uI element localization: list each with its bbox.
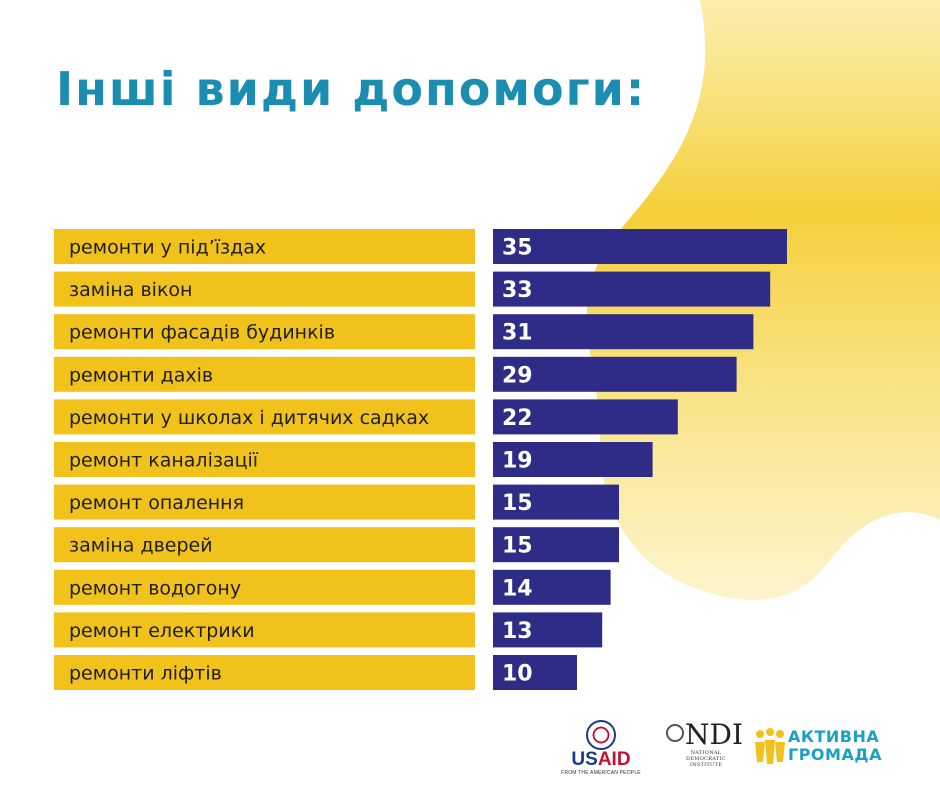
category-label-bar: [54, 314, 475, 350]
value-label: 14: [502, 576, 533, 601]
category-label: ремонти у школах і дитячих садках: [69, 407, 429, 429]
globe-icon: [666, 724, 684, 742]
people-icon: [755, 728, 785, 764]
chart-row: ремонти у під’їздах 35: [54, 229, 787, 264]
category-label: ремонт водогону: [69, 577, 241, 599]
value-label: 33: [502, 278, 533, 303]
category-label: ремонт опалення: [69, 492, 244, 514]
category-label-bar: [54, 527, 475, 563]
aktyvna-hromada-wordmark: АКТИВНА ГРОМАДА: [788, 727, 882, 764]
chart-row: ремонти ліфтів 10: [54, 655, 577, 690]
ndi-wordmark: NDI: [666, 720, 746, 750]
value-bar: [493, 569, 611, 605]
category-label-bar: [54, 484, 475, 520]
value-bar: [493, 314, 754, 350]
value-bar: [493, 527, 619, 563]
chart-row: ремонт водогону 14: [54, 569, 611, 605]
usaid-tagline: FROM THE AMERICAN PEOPLE: [561, 770, 641, 776]
category-label: заміна дверей: [69, 535, 213, 557]
usaid-logo: USAID FROM THE AMERICAN PEOPLE: [560, 720, 642, 780]
category-label: ремонти у під’їздах: [69, 237, 266, 259]
chart-row: заміна вікон 33: [54, 271, 771, 307]
category-label-bar: [54, 399, 475, 435]
category-label: ремонти фасадів будинків: [69, 322, 335, 344]
category-label-bar: [54, 655, 475, 690]
category-label: заміна вікон: [69, 279, 192, 301]
category-label-bar: [54, 442, 475, 477]
value-bar: [493, 229, 787, 264]
value-label: 31: [502, 321, 533, 346]
value-bar: [493, 271, 771, 307]
value-label: 29: [502, 363, 533, 388]
chart-row: ремонт електрики 13: [54, 612, 603, 648]
value-bar: [493, 442, 653, 477]
chart-row: ремонт каналізації 19: [54, 442, 653, 477]
value-bar: [493, 655, 577, 690]
category-label: ремонт каналізації: [69, 450, 259, 472]
chart-row: ремонти дахів 29: [54, 356, 737, 392]
value-label: 19: [502, 449, 533, 474]
value-label: 15: [502, 491, 533, 516]
chart-row: ремонти у школах і дитячих садках 22: [54, 399, 678, 435]
category-label-bar: [54, 271, 475, 307]
value-label: 22: [502, 406, 533, 431]
value-label: 15: [502, 534, 533, 559]
chart-row: заміна дверей 15: [54, 527, 619, 563]
value-bar: [493, 484, 619, 520]
ndi-subtitle: NATIONAL DEMOCRATIC INSTITUTE: [686, 750, 726, 768]
value-label: 35: [502, 236, 533, 261]
category-label: ремонти дахів: [69, 364, 213, 386]
page-title: Інші види допомоги:: [56, 62, 647, 116]
usaid-seal-icon: [586, 720, 616, 750]
usaid-wordmark: USAID: [571, 749, 631, 770]
value-bar: [493, 612, 603, 648]
ndi-logo: NDI NATIONAL DEMOCRATIC INSTITUTE: [666, 720, 746, 780]
aktyvna-hromada-logo: АКТИВНА ГРОМАДА: [754, 728, 894, 768]
category-label: ремонт електрики: [69, 620, 255, 642]
category-label-bar: [54, 229, 475, 264]
value-label: 13: [502, 619, 533, 644]
value-bar: [493, 399, 678, 435]
category-label-bar: [54, 356, 475, 392]
category-label-bar: [54, 569, 475, 605]
value-label: 10: [502, 662, 533, 687]
value-bar: [493, 356, 737, 392]
category-label: ремонти ліфтів: [69, 663, 222, 685]
chart-row: ремонт опалення 15: [54, 484, 619, 520]
category-label-bar: [54, 612, 475, 648]
chart-row: ремонти фасадів будинків 31: [54, 314, 754, 350]
